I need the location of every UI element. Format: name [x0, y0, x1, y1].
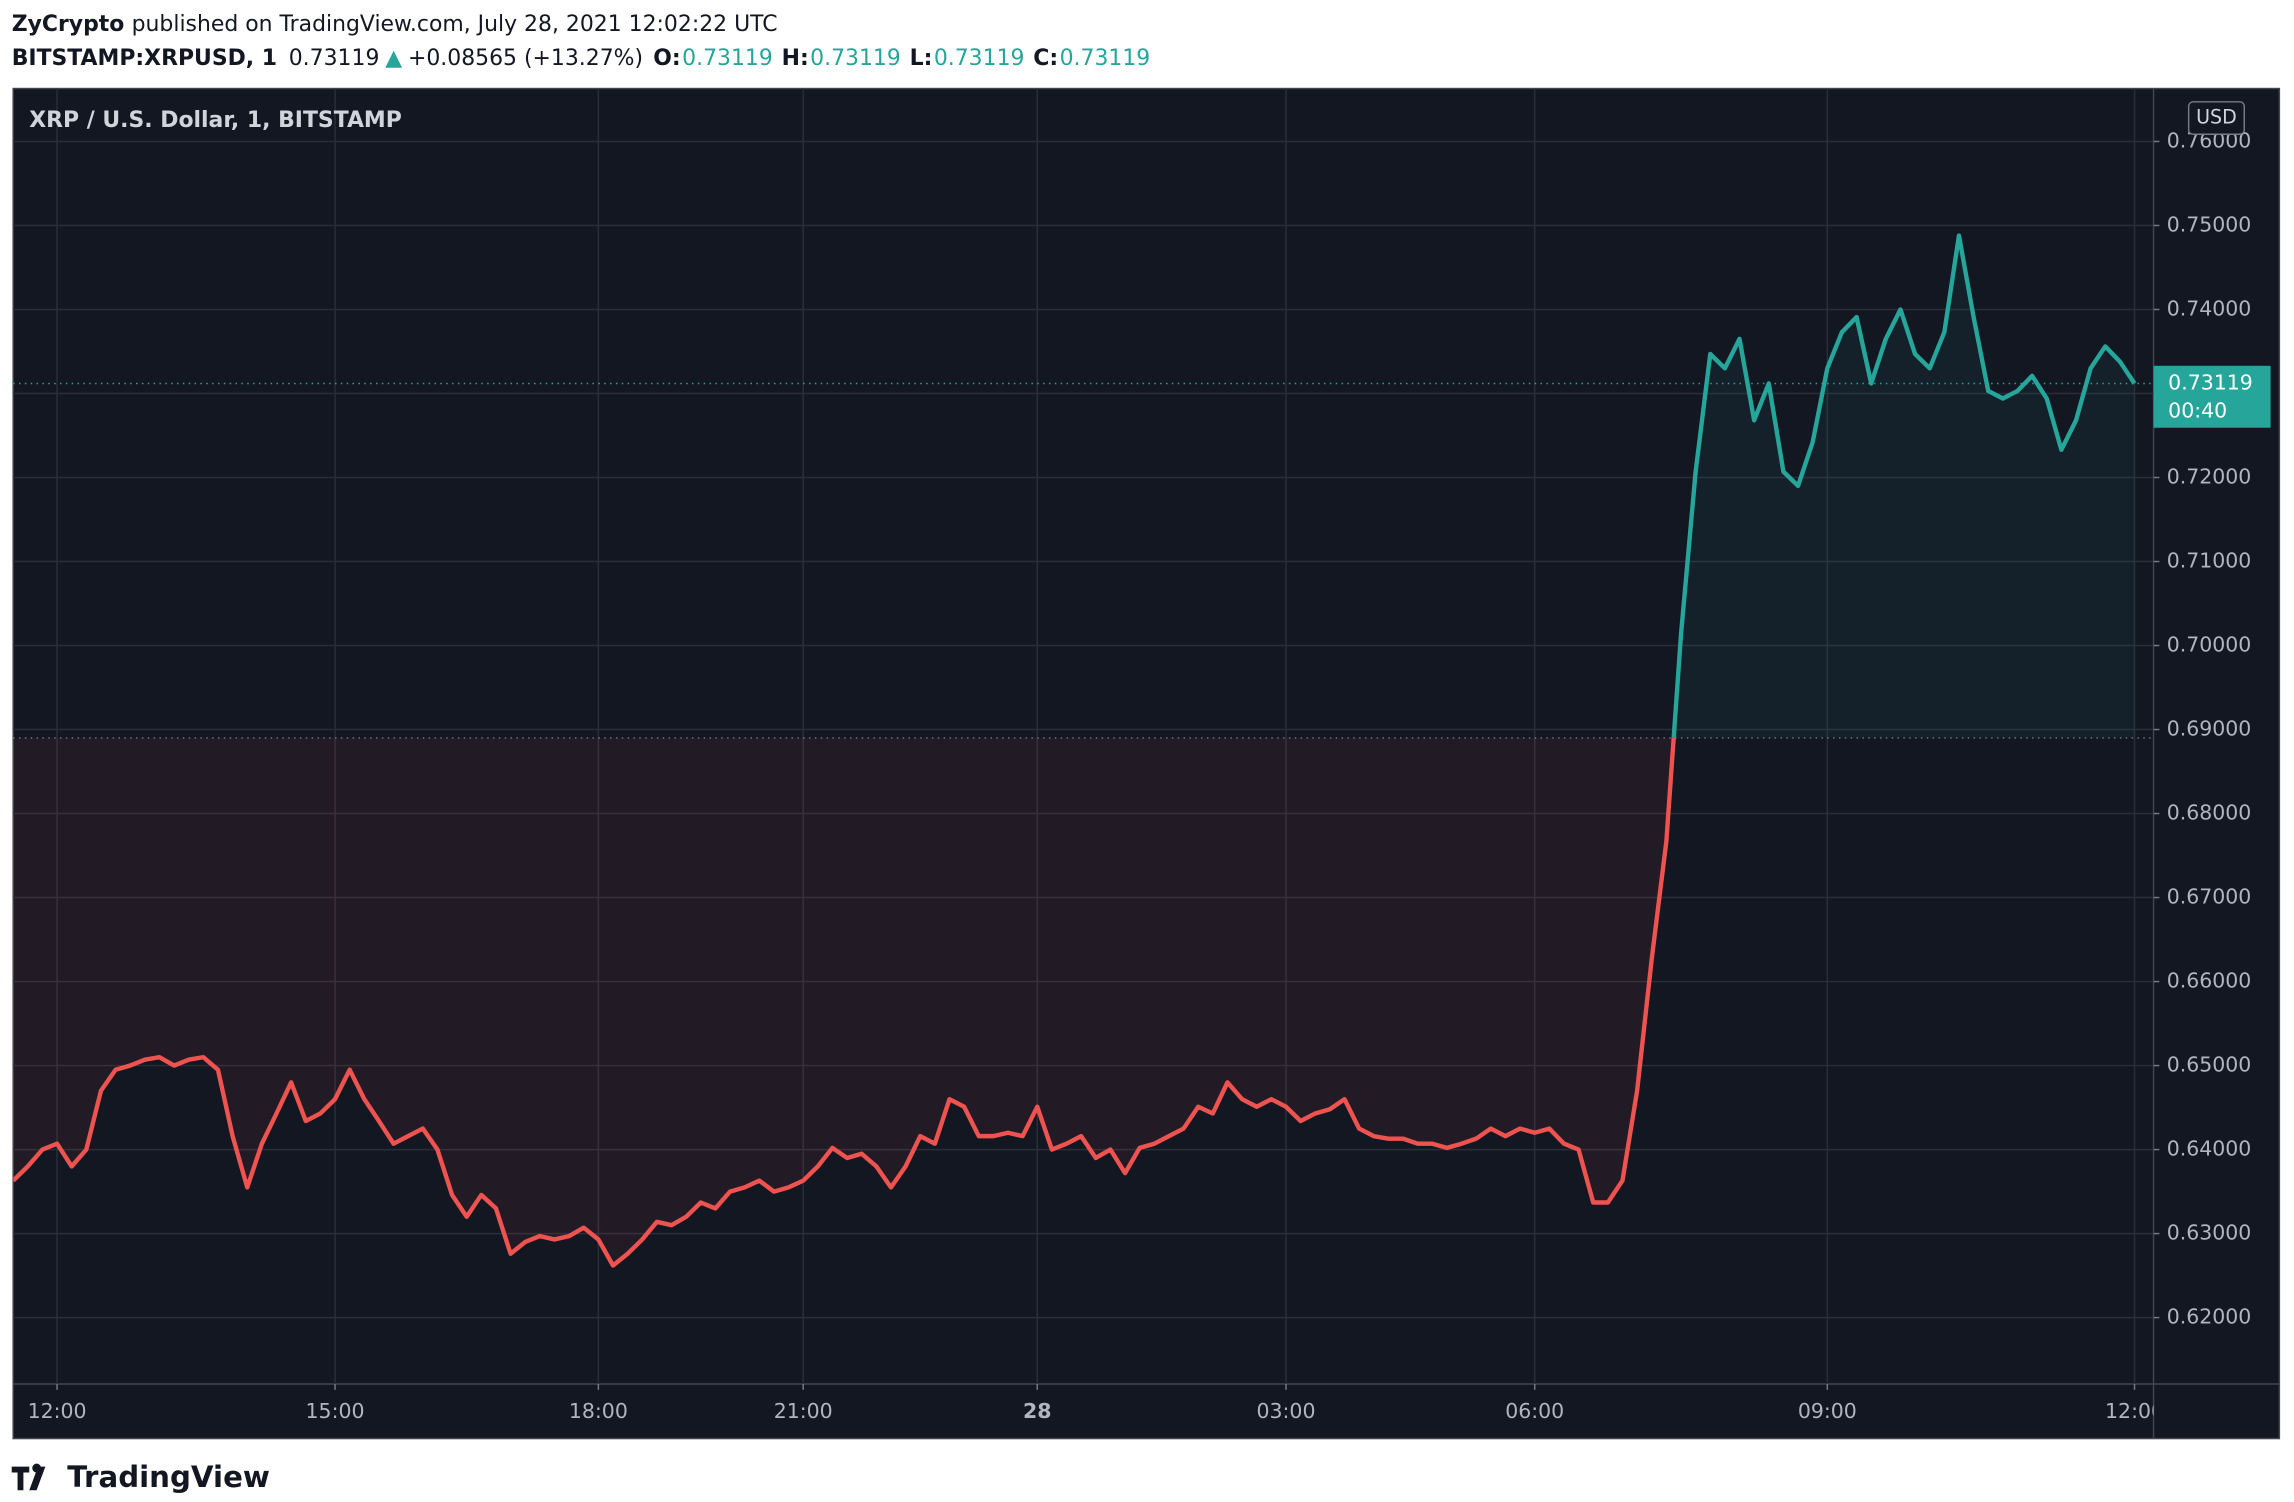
y-tick-label: 0.71000 — [2167, 548, 2252, 572]
header-text: 0.73119 — [810, 46, 901, 71]
grid: 0.62000 0.63000 0.64000 0.65000 0.66000 0.670… — [13, 88, 2252, 1423]
y-tick-label: 0.74000 — [2167, 296, 2252, 320]
header-text: H: — [782, 46, 809, 71]
x-tick-label: 15:00 — [306, 1399, 365, 1423]
y-tick-label: 0.64000 — [2167, 1137, 2252, 1161]
header-text: published on TradingView.com, July 28, 2… — [132, 12, 778, 37]
x-tick-label: 21:00 — [774, 1399, 833, 1423]
header-text: BITSTAMP:XRPUSD, 1 — [12, 46, 277, 71]
header-text: L: — [910, 46, 933, 71]
x-tick-label: 12:00 — [2105, 1399, 2164, 1423]
y-tick-label: 0.67000 — [2167, 884, 2252, 908]
header-text: ZyCrypto — [12, 12, 125, 37]
x-tick-label: 03:00 — [1257, 1399, 1316, 1423]
currency-box[interactable] — [2187, 101, 2245, 136]
y-tick-label: 0.69000 — [2167, 716, 2252, 740]
footer: TradingView — [11, 1460, 270, 1494]
header-text: O: — [653, 46, 680, 71]
y-tick-label: 0.72000 — [2167, 464, 2252, 488]
last-price-label: 0.73119 — [2168, 370, 2253, 394]
chart-title: XRP / U.S. Dollar, 1, BITSTAMP — [29, 108, 402, 133]
header-text: 0.73119 — [289, 46, 380, 71]
x-tick-label: 12:00 — [28, 1399, 87, 1423]
y-tick-label: 0.66000 — [2167, 969, 2252, 993]
y-tick-label: 0.62000 — [2167, 1305, 2252, 1329]
last-price-box — [2153, 365, 2271, 428]
y-tick-label: 0.65000 — [2167, 1053, 2252, 1077]
brand-logo — [11, 1463, 46, 1491]
series — [13, 233, 2154, 1268]
header-text: ▲ — [385, 46, 402, 71]
header-text: 0.73119 — [682, 46, 773, 71]
header-text: C: — [1033, 46, 1058, 71]
x-tick-label: 18:00 — [569, 1399, 628, 1423]
header: ZyCrypto published on TradingView.com, Ju… — [12, 12, 1151, 71]
header-text: 0.73119 — [1060, 46, 1151, 71]
y-tick-label: 0.70000 — [2167, 632, 2252, 656]
header-text: +0.08565 (+13.27%) — [408, 46, 643, 71]
line-below — [13, 737, 1676, 1268]
x-axis: 12:00 15:00 18:00 21:00 28 03:00 06:00 09:00 12:… — [28, 1399, 2164, 1423]
y-tick-label: 0.68000 — [2167, 800, 2252, 824]
brand: TradingView — [67, 1460, 270, 1494]
area-below — [13, 737, 2135, 1266]
area-above — [1673, 235, 2135, 738]
y-tick-label: 0.63000 — [2167, 1221, 2252, 1245]
currency: USD — [2196, 105, 2237, 128]
x-tick-label: 06:00 — [1505, 1399, 1564, 1423]
header-text: 0.73119 — [934, 46, 1025, 71]
x-tick-label: 09:00 — [1798, 1399, 1857, 1423]
line-above — [1671, 233, 2137, 738]
countdown: 00:40 — [2168, 398, 2227, 422]
y-tick-label: 0.75000 — [2167, 212, 2252, 236]
x-tick-label: 28 — [1023, 1399, 1051, 1423]
